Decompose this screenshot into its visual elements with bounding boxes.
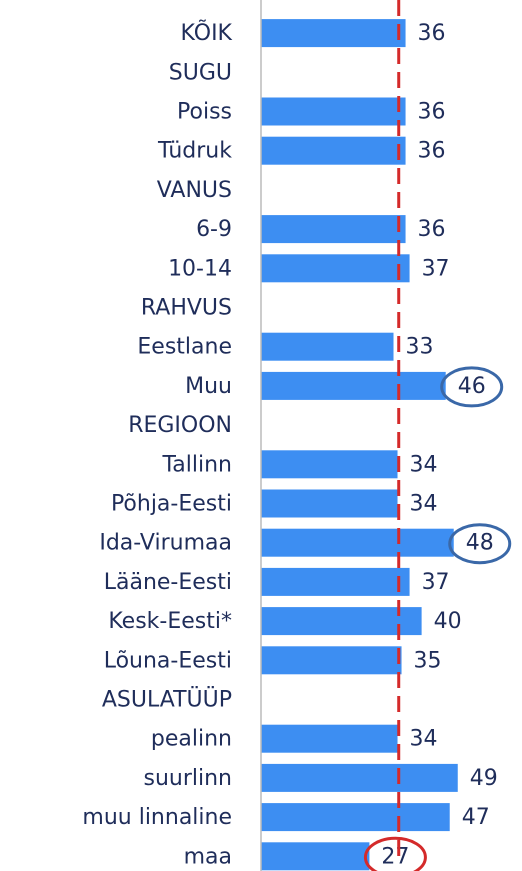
- highlight-circle: [440, 366, 504, 408]
- category-label: Lõuna-Eesti: [104, 648, 232, 673]
- category-label: Poiss: [177, 100, 232, 125]
- bar: [261, 254, 410, 283]
- bar: [261, 371, 446, 400]
- bar: [261, 528, 454, 557]
- highlight-circle: [363, 836, 427, 871]
- bar: [261, 763, 458, 792]
- bar: [261, 215, 406, 244]
- bar: [261, 607, 422, 636]
- category-label: suurlinn: [143, 766, 232, 791]
- category-label: Ida-Virumaa: [99, 531, 232, 556]
- category-label: Tallinn: [161, 452, 232, 477]
- value-label: 33: [406, 335, 434, 360]
- value-label: 37: [422, 256, 450, 281]
- category-label: ASULATÜÜP: [102, 687, 232, 713]
- bar: [261, 97, 406, 126]
- value-label: 37: [422, 570, 450, 595]
- category-label: Kesk-Eesti*: [108, 609, 232, 634]
- category-label: REGIOON: [128, 413, 232, 438]
- value-label: 34: [410, 452, 438, 477]
- category-label: Eestlane: [137, 335, 232, 360]
- category-label: RAHVUS: [141, 296, 232, 321]
- category-label: Tüdruk: [157, 139, 232, 164]
- bar: [261, 724, 398, 753]
- bar: [261, 646, 402, 675]
- bar: [261, 842, 370, 871]
- category-label: Põhja-Eesti: [111, 492, 232, 517]
- value-label: 48: [466, 531, 494, 556]
- bar: [261, 567, 410, 596]
- value-label: 46: [458, 374, 486, 399]
- category-label: 10-14: [168, 256, 232, 281]
- highlight-circle: [448, 523, 512, 565]
- category-label: KÕIK: [181, 19, 233, 46]
- category-label: SUGU: [169, 60, 232, 85]
- category-label: pealinn: [151, 727, 232, 752]
- value-label: 47: [462, 805, 490, 830]
- bar: [261, 803, 450, 832]
- value-label: 49: [470, 766, 498, 791]
- category-label: VANUS: [157, 178, 232, 203]
- value-label: 36: [418, 139, 446, 164]
- category-label: Muu: [185, 374, 232, 399]
- category-label: 6-9: [196, 217, 232, 242]
- value-label: 34: [410, 727, 438, 752]
- bar: [261, 136, 406, 165]
- category-label: Lääne-Eesti: [104, 570, 232, 595]
- category-label: maa: [184, 844, 232, 869]
- value-label: 36: [418, 100, 446, 125]
- value-label: 36: [418, 217, 446, 242]
- value-label: 40: [434, 609, 462, 634]
- category-label: muu linnaline: [82, 805, 232, 830]
- value-label: 34: [410, 492, 438, 517]
- bar: [261, 450, 398, 479]
- value-label: 35: [414, 648, 442, 673]
- bar: [261, 489, 398, 518]
- value-label: 36: [418, 21, 446, 46]
- bar: [261, 19, 406, 48]
- bar: [261, 332, 394, 361]
- value-label: 27: [381, 844, 409, 869]
